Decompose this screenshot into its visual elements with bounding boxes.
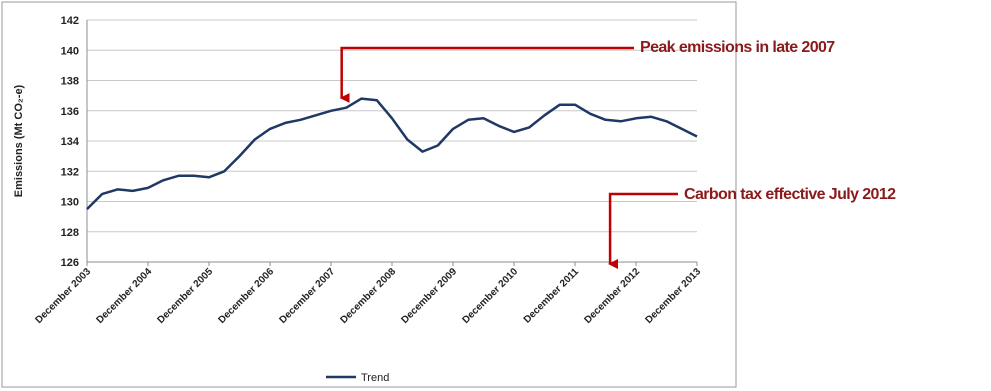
y-tick-label: 126 — [61, 257, 79, 269]
y-axis-ticks: 126 128 130 132 134 136 138 140 142 — [61, 15, 80, 269]
annotation-label: Carbon tax effective July 2012 — [684, 186, 896, 203]
y-axis-label: Emissions (Mt CO₂-e) — [13, 84, 25, 197]
annotation-arrow — [608, 192, 678, 269]
y-tick-label: 134 — [61, 136, 80, 148]
y-tick-label: 130 — [61, 197, 79, 209]
annotations-layer: Peak emissions in late 2007 Carbon tax ef… — [339, 39, 897, 269]
y-tick-label: 136 — [61, 106, 79, 118]
gridlines — [86, 19, 697, 263]
y-tick-label: 140 — [61, 45, 79, 57]
y-tick-label: 132 — [61, 166, 79, 178]
annotation-label: Peak emissions in late 2007 — [640, 39, 835, 56]
y-tick-label: 138 — [61, 76, 79, 88]
series-line-trend — [86, 97, 698, 210]
y-tick-label: 142 — [61, 15, 79, 27]
y-tick-label: 128 — [61, 227, 79, 239]
series-layer — [86, 97, 698, 210]
legend-label-trend: Trend — [361, 372, 389, 384]
annotation-arrow — [339, 46, 634, 103]
legend: Trend — [326, 372, 389, 384]
